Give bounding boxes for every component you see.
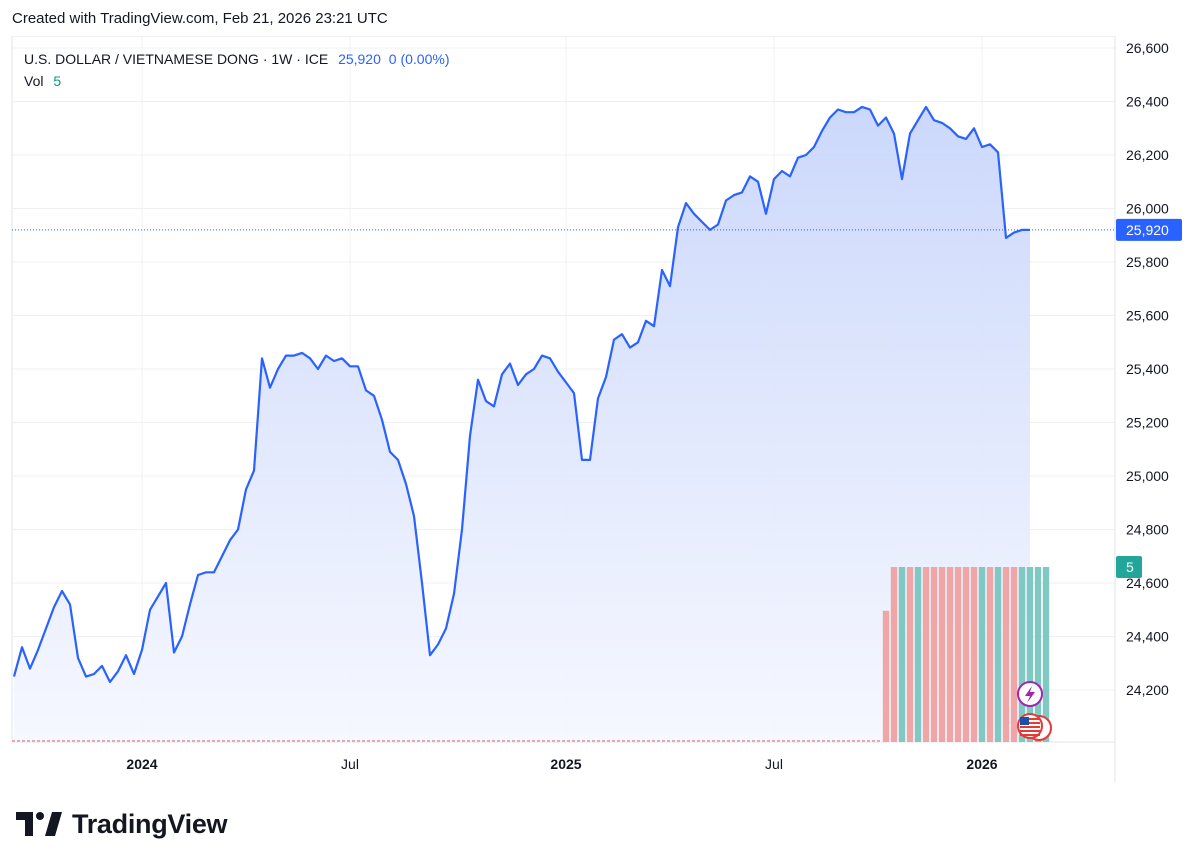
x-tick-label: 2025	[550, 756, 581, 772]
volume-bar	[1042, 567, 1050, 742]
x-tick-label: Jul	[765, 756, 783, 772]
y-tick-label: 25,000	[1126, 468, 1169, 484]
volume-bar	[938, 567, 946, 742]
price-change: 0 (0.00%)	[388, 51, 450, 67]
volume-badge-label: 5	[1126, 559, 1134, 575]
volume-value: 5	[53, 73, 62, 89]
symbol-title[interactable]: U.S. DOLLAR / VIETNAMESE DONG · 1W · ICE	[24, 51, 329, 67]
volume-bar	[1010, 567, 1018, 742]
volume-row: Vol 5	[24, 70, 449, 92]
volume-bar	[978, 567, 986, 742]
y-tick-label: 24,400	[1126, 629, 1169, 645]
flag-stripe	[1020, 730, 1040, 732]
volume-label[interactable]: Vol	[24, 73, 44, 89]
lightning-glyph-icon	[1025, 686, 1035, 703]
price-area	[14, 106, 1030, 742]
volume-bar	[986, 567, 994, 742]
y-tick-label: 24,600	[1126, 575, 1169, 591]
price-chart[interactable]: 24,200 24,400 24,600 24,800 25,000 25,200 25,4…	[0, 36, 1200, 782]
y-tick-label: 24,200	[1126, 682, 1169, 698]
volume-bar	[906, 567, 914, 742]
y-tick-label: 25,800	[1126, 254, 1169, 270]
x-tick-label: 2026	[966, 756, 997, 772]
chart-legend: U.S. DOLLAR / VIETNAMESE DONG · 1W · ICE…	[24, 48, 449, 92]
y-tick-label: 26,600	[1126, 40, 1169, 56]
current-price-label: 25,920	[1126, 222, 1169, 238]
flag-stripe	[1020, 726, 1040, 728]
volume-bar	[1018, 567, 1026, 742]
flag-stripe	[1020, 734, 1040, 736]
y-tick-label: 25,200	[1126, 415, 1169, 431]
flag-stripe	[1020, 718, 1040, 720]
volume-bar	[946, 567, 954, 742]
tradingview-logo-text: TradingView	[72, 808, 228, 839]
volume-badge	[1116, 556, 1142, 578]
volume-bar	[970, 567, 978, 742]
volume-bar	[882, 610, 890, 742]
volume-bar	[962, 567, 970, 742]
created-with-text: Created with TradingView.com, Feb 21, 20…	[12, 10, 388, 27]
volume-bar	[994, 567, 1002, 742]
y-tick-label: 24,800	[1126, 522, 1169, 538]
price-line	[12, 105, 1030, 684]
y-tick-label: 26,200	[1126, 147, 1169, 163]
chart-canvas[interactable]: 24,200 24,400 24,600 24,800 25,000 25,200 25,4…	[0, 36, 1200, 782]
tradingview-logo-icon	[16, 812, 62, 836]
y-tick-label: 25,400	[1126, 361, 1169, 377]
x-tick-label: 2024	[126, 756, 157, 772]
volume-bar	[1002, 567, 1010, 742]
y-tick-label: 26,000	[1126, 201, 1169, 217]
volume-bar	[1034, 567, 1042, 742]
volume-bar	[1026, 567, 1034, 742]
volume-bar	[930, 567, 938, 742]
x-tick-label: Jul	[341, 756, 359, 772]
volume-bar	[922, 567, 930, 742]
volume-bar	[898, 567, 906, 742]
tradingview-logo[interactable]: TradingView	[16, 806, 228, 842]
y-tick-label: 25,600	[1126, 308, 1169, 324]
y-tick-label: 26,400	[1126, 94, 1169, 110]
volume-bar	[954, 567, 962, 742]
volume-bar	[890, 567, 898, 742]
flag-stripe	[1020, 722, 1040, 724]
last-price: 25,920	[338, 51, 381, 67]
volume-bar	[914, 567, 922, 742]
symbol-row: U.S. DOLLAR / VIETNAMESE DONG · 1W · ICE…	[24, 48, 449, 70]
flag-canton	[1020, 717, 1029, 725]
current-price-badge	[1116, 218, 1182, 241]
